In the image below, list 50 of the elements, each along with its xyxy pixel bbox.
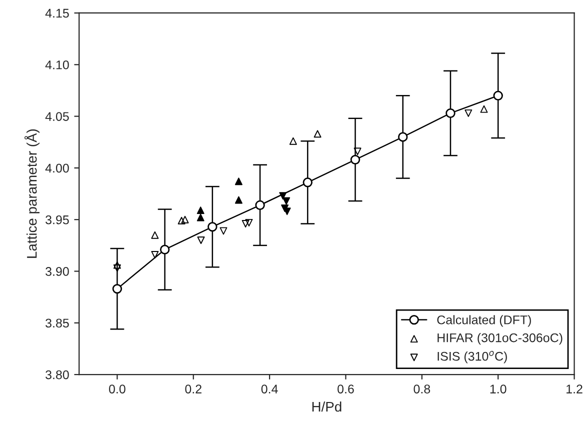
point [196, 206, 204, 214]
point [234, 178, 242, 186]
y-tick-label: 4.10 [45, 60, 69, 70]
y-tick-label: 3.85 [46, 318, 69, 328]
point [160, 244, 170, 254]
x-tick-label: 1.0 [490, 384, 506, 394]
y-tick-label: 3.80 [46, 370, 69, 380]
point [151, 250, 159, 258]
x-tick-label: 0.4 [261, 384, 278, 394]
point [255, 200, 265, 210]
point [398, 132, 408, 142]
point [350, 154, 360, 165]
point [208, 222, 218, 232]
x-tick-label: 0.8 [414, 384, 430, 394]
point [196, 214, 204, 222]
legend-label: Calculated (DFT) [437, 315, 531, 327]
point [245, 218, 253, 226]
x-tick-label: 1.2 [566, 384, 582, 394]
point [113, 264, 121, 272]
y-tick-label: 3.95 [46, 215, 69, 224]
x-tick-label: 0.0 [109, 384, 126, 394]
point [314, 130, 322, 138]
point [112, 284, 122, 294]
point [464, 109, 472, 117]
point [113, 261, 121, 269]
y-tick-label: 4.05 [45, 112, 69, 121]
point [220, 227, 228, 235]
y-tick-label: 3.90 [46, 267, 69, 276]
point [178, 216, 186, 224]
legend-label: HIFAR (301oC-306oC) [438, 333, 562, 345]
x-tick-label: 0.2 [185, 384, 202, 394]
point [446, 108, 456, 118]
point [181, 216, 189, 224]
y-axis-title: Lattice parameter (Å) [24, 129, 40, 258]
point [493, 90, 503, 100]
x-axis-title: H/Pd [312, 401, 342, 412]
point [279, 192, 287, 200]
point [282, 197, 290, 205]
point [480, 105, 488, 113]
point [197, 236, 205, 244]
point [289, 137, 297, 145]
x-tick-label: 0.6 [338, 384, 354, 394]
point [354, 148, 362, 156]
point [151, 231, 159, 239]
point [234, 196, 242, 204]
legend-label: ISIS (310$^{o}$C) [438, 350, 507, 364]
point [242, 220, 250, 228]
point [302, 178, 313, 188]
y-tick-label: 4.15 [45, 8, 69, 18]
y-tick-label: 4.00 [45, 164, 69, 173]
